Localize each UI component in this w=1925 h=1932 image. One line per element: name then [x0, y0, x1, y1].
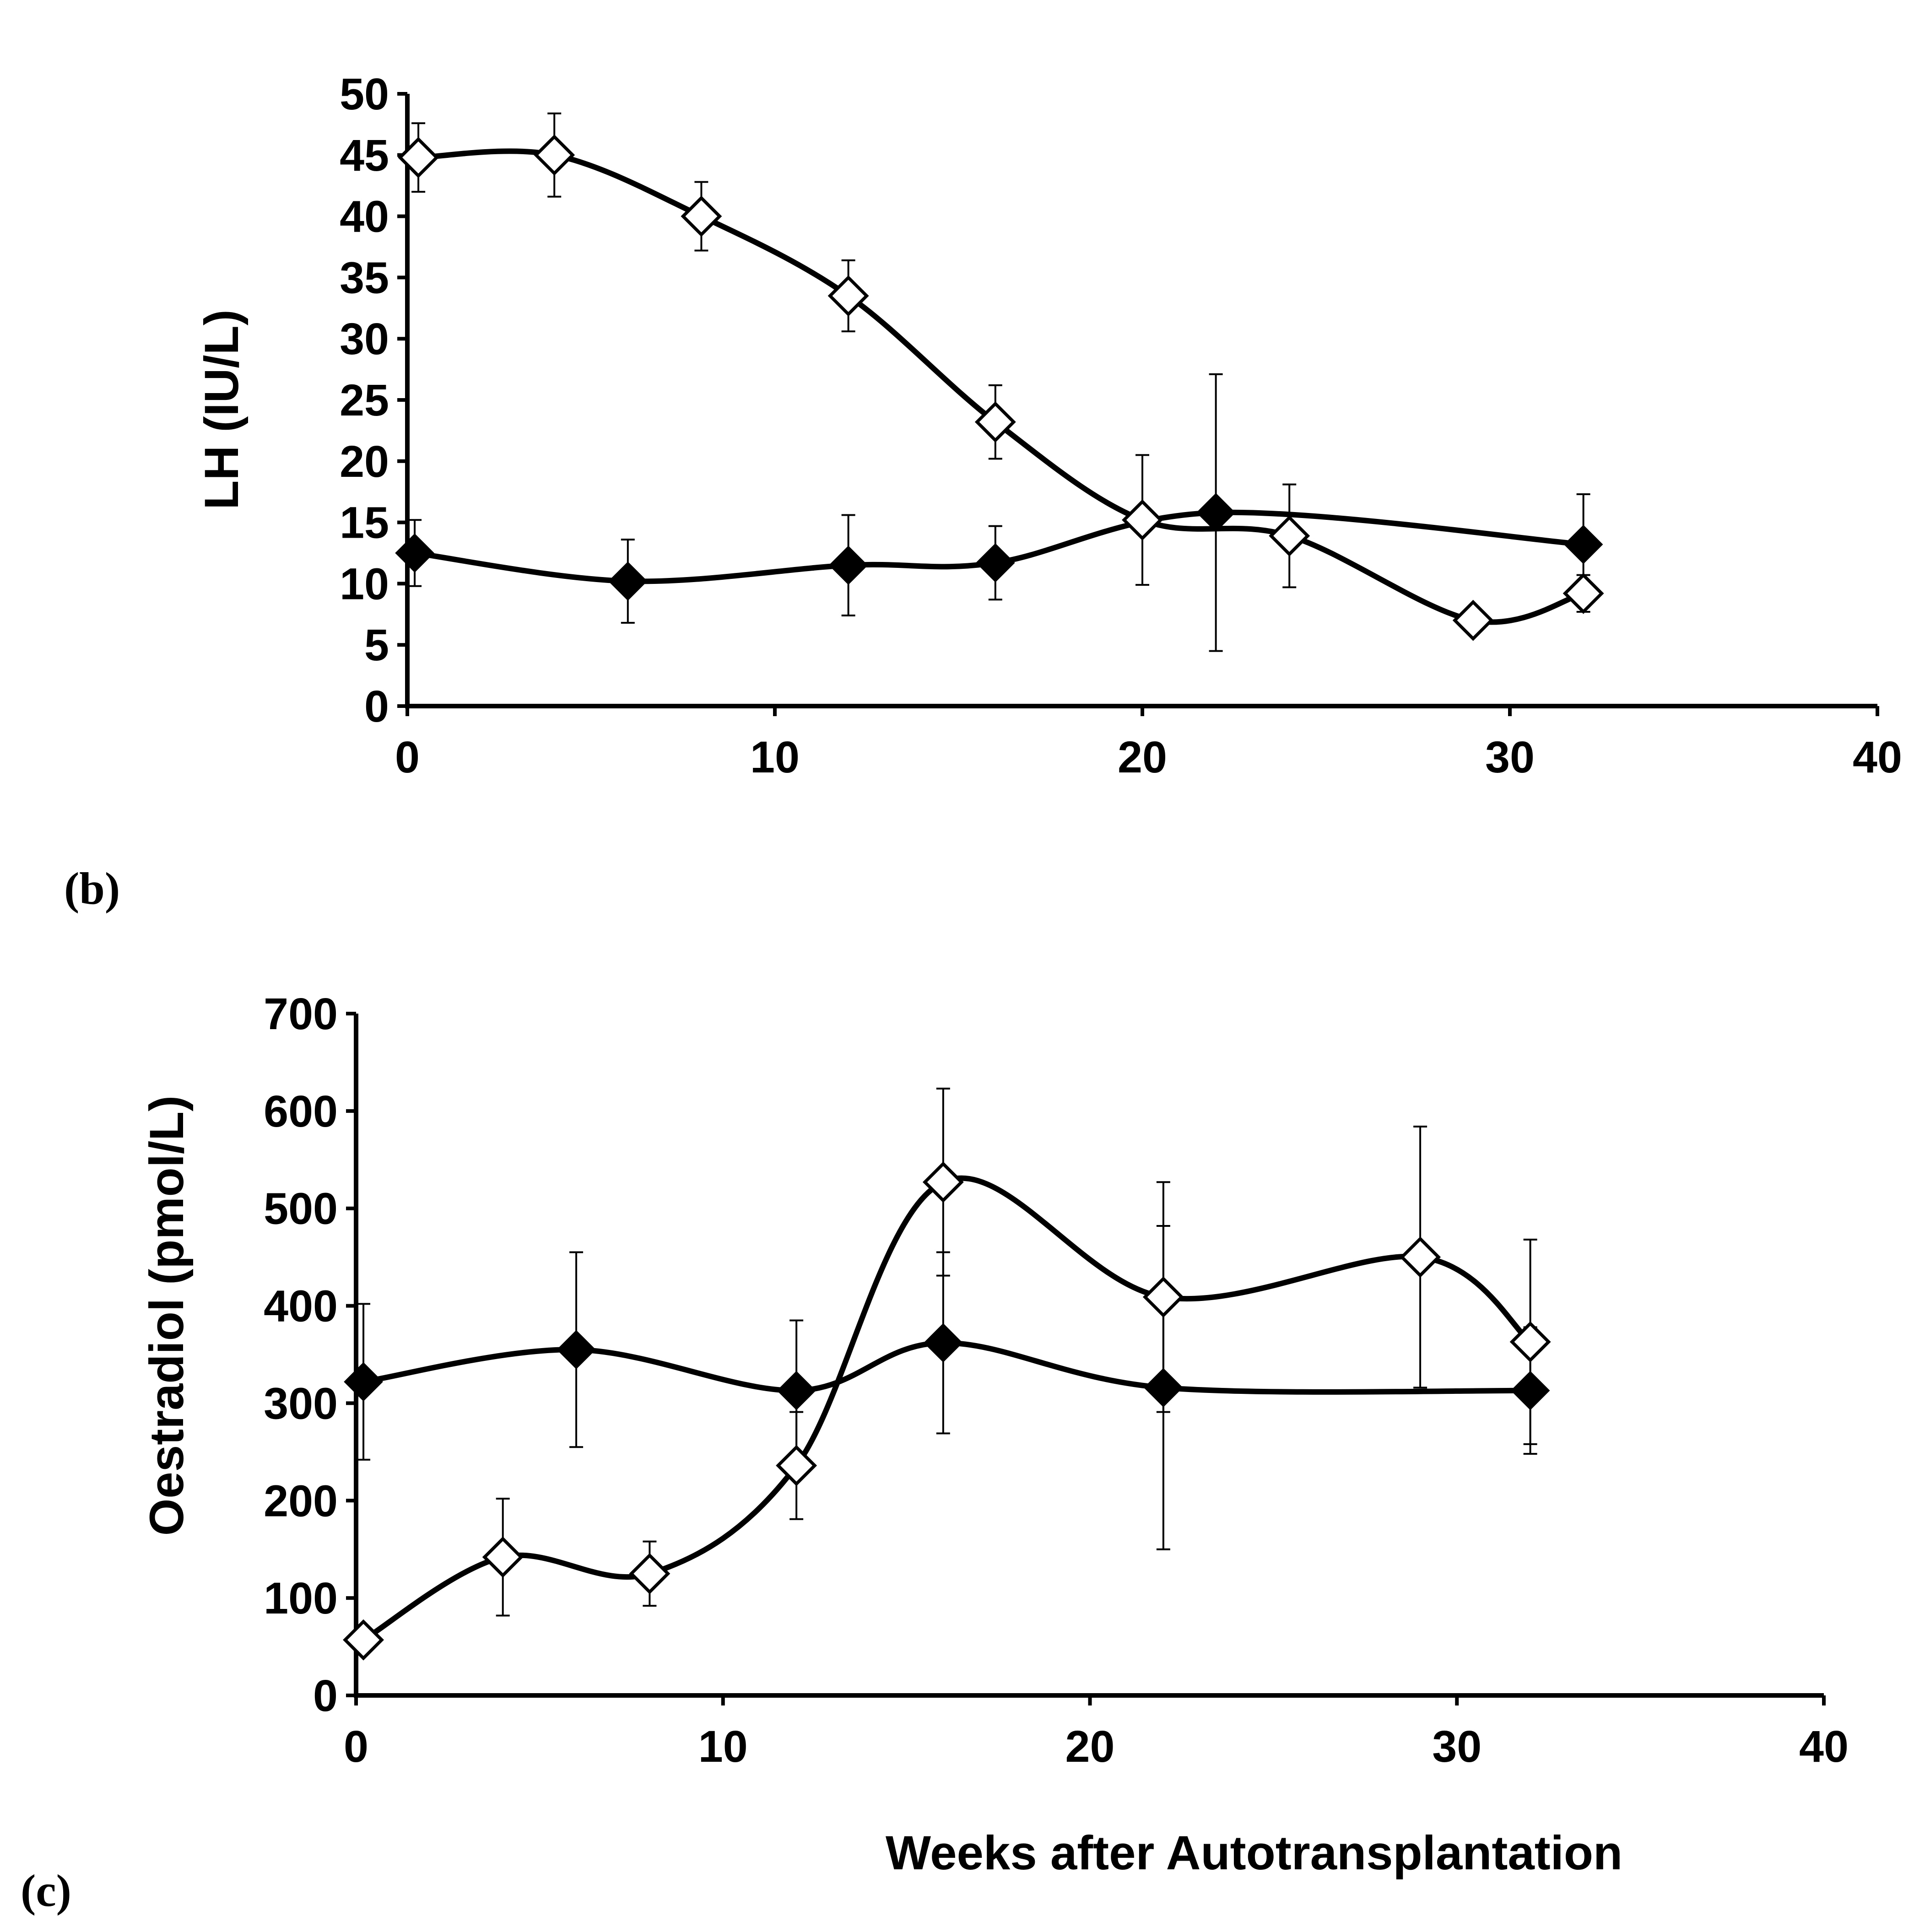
open-diamond-point-b — [681, 195, 722, 237]
x-tick-label-b: 20 — [1118, 732, 1167, 782]
open-diamond-point-b — [974, 401, 1016, 443]
panel-label-c: (c) — [21, 1865, 71, 1916]
open-diamond-point-b — [1452, 599, 1494, 641]
open-diamond-point-c — [922, 1161, 964, 1203]
y-tick-label-b: 15 — [340, 498, 389, 548]
series-b — [395, 112, 1604, 652]
y-tick-label-b: 0 — [364, 681, 389, 731]
x-axis-title-c: Weeks after Autotransplantation — [886, 1826, 1622, 1880]
x-tick-label-c: 10 — [698, 1722, 748, 1771]
x-tick-label-b: 30 — [1485, 732, 1535, 782]
y-tick-label-b: 20 — [340, 437, 389, 486]
y-tick-label-c: 700 — [264, 989, 338, 1039]
y-axis-title-b: LH (IU/L) — [195, 309, 249, 509]
x-tick-label-c: 0 — [344, 1722, 368, 1771]
open-diamond-point-c — [482, 1536, 524, 1578]
y-tick-label-b: 25 — [340, 375, 389, 425]
open-diamond-point-b — [1563, 572, 1604, 614]
y-tick-label-b: 30 — [340, 314, 389, 364]
filled-diamond-point-b — [1196, 493, 1236, 533]
open-diamond-point-b — [827, 275, 869, 317]
y-tick-label-b: 10 — [340, 559, 389, 609]
open-diamond-point-b — [398, 137, 439, 178]
y-tick-label-b: 50 — [340, 69, 389, 119]
open-diamond-point-c — [1142, 1276, 1184, 1318]
y-tick-label-c: 400 — [264, 1281, 338, 1331]
filled-diamond-point-b — [395, 533, 434, 573]
filled-diamond-point-c — [344, 1362, 383, 1402]
x-tick-label-c: 20 — [1065, 1722, 1115, 1771]
filled-diamond-point-c — [557, 1330, 596, 1370]
y-tick-label-b: 40 — [340, 192, 389, 242]
y-tick-label-b: 35 — [340, 253, 389, 302]
open-diamond-point-b — [1269, 515, 1310, 556]
filled-diamond-point-c — [777, 1371, 816, 1410]
y-tick-label-c: 600 — [264, 1086, 338, 1136]
panel-label-b: (b) — [64, 863, 120, 914]
open-diamond-point-c — [1509, 1321, 1551, 1363]
open-diamond-point-c — [1400, 1236, 1441, 1278]
chart-panel-b: LH (IU/L) 0 5 10 15 20 25 30 35 40 45 50 0 10 20 30 40 — [195, 69, 1902, 782]
y-tick-label-c: 0 — [313, 1671, 338, 1721]
y-tick-label-b: 5 — [364, 620, 389, 670]
series-line-c-1 — [361, 1175, 1533, 1643]
y-tick-label-c: 100 — [264, 1573, 338, 1623]
filled-diamond-point-b — [975, 543, 1015, 583]
x-tick-label-c: 30 — [1432, 1722, 1482, 1771]
filled-diamond-point-c — [923, 1323, 963, 1363]
filled-diamond-point-b — [1563, 524, 1603, 564]
x-tick-label-b: 40 — [1853, 732, 1902, 782]
x-tick-label-b: 10 — [750, 732, 800, 782]
open-diamond-point-c — [776, 1445, 817, 1486]
y-axis-title-c: Oestradiol (pmol/L) — [140, 1096, 194, 1536]
x-tick-label-b: 0 — [395, 732, 420, 782]
filled-diamond-point-b — [828, 545, 868, 585]
y-tick-label-c: 500 — [264, 1184, 338, 1234]
open-diamond-point-b — [534, 134, 575, 176]
series-line-b-0 — [412, 509, 1586, 584]
open-diamond-point-c — [343, 1619, 384, 1661]
series-c — [343, 1087, 1551, 1661]
x-tick-label-c: 40 — [1799, 1722, 1849, 1771]
filled-diamond-point-b — [608, 561, 648, 601]
open-diamond-point-c — [629, 1553, 671, 1594]
y-tick-label-c: 300 — [264, 1378, 338, 1428]
y-tick-label-c: 200 — [264, 1476, 338, 1526]
axes-c: 0 100 200 300 400 500 600 700 0 10 20 30 40 — [264, 989, 1849, 1771]
axes-b: 0 5 10 15 20 25 30 35 40 45 50 0 10 20 30 40 — [340, 69, 1902, 782]
open-diamond-point-b — [1122, 499, 1163, 541]
y-tick-label-b: 45 — [340, 130, 389, 180]
chart-panel-c: Oestradiol (pmol/L) Weeks after Autotran… — [140, 989, 1849, 1880]
